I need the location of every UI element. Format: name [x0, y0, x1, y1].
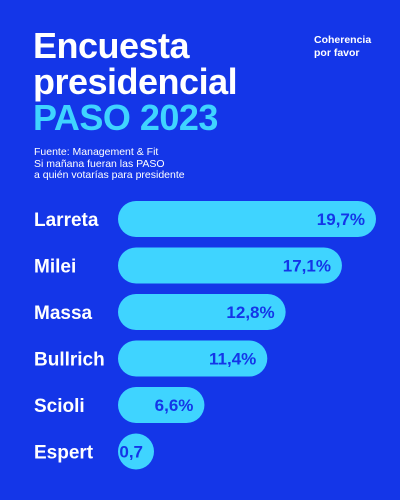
source-line-2: Si mañana fueran las PASO	[34, 157, 165, 170]
value-label: 11,4%	[209, 350, 256, 369]
value-label: 19,7%	[317, 210, 365, 229]
bar	[118, 247, 342, 284]
title-line-1: Encuesta	[33, 25, 190, 66]
title-line-3: PASO 2023	[33, 97, 218, 138]
brand-line-2: por favor	[314, 47, 360, 59]
source-line-1: Fuente: Management & Fit	[34, 146, 159, 158]
brand-line-1: Coherencia	[314, 34, 372, 46]
brand-tagline: Coherencia por favor	[314, 34, 394, 60]
source-line-3: a quién votarías para presidente	[34, 169, 185, 181]
value-label: 6,6%	[155, 396, 194, 415]
value-label: 17,1%	[283, 257, 331, 276]
bar	[118, 201, 376, 237]
category-label: Scioli	[34, 396, 85, 417]
category-label: Espert	[34, 443, 94, 464]
value-label: 12,8%	[226, 303, 274, 322]
bar	[118, 433, 154, 470]
category-label: Bullrich	[34, 350, 105, 371]
bar	[118, 387, 205, 423]
page-title: Encuesta presidencial PASO 2023	[33, 28, 303, 136]
bar	[118, 340, 268, 377]
source-note: Fuente: Management & Fit Si mañana fuera…	[34, 146, 294, 182]
category-label: Massa	[34, 303, 93, 324]
bar	[118, 294, 286, 330]
title-line-2: presidencial	[33, 61, 238, 102]
category-label: Larreta	[34, 210, 99, 231]
category-label: Milei	[34, 257, 76, 278]
value-label: 0,7	[119, 443, 143, 462]
